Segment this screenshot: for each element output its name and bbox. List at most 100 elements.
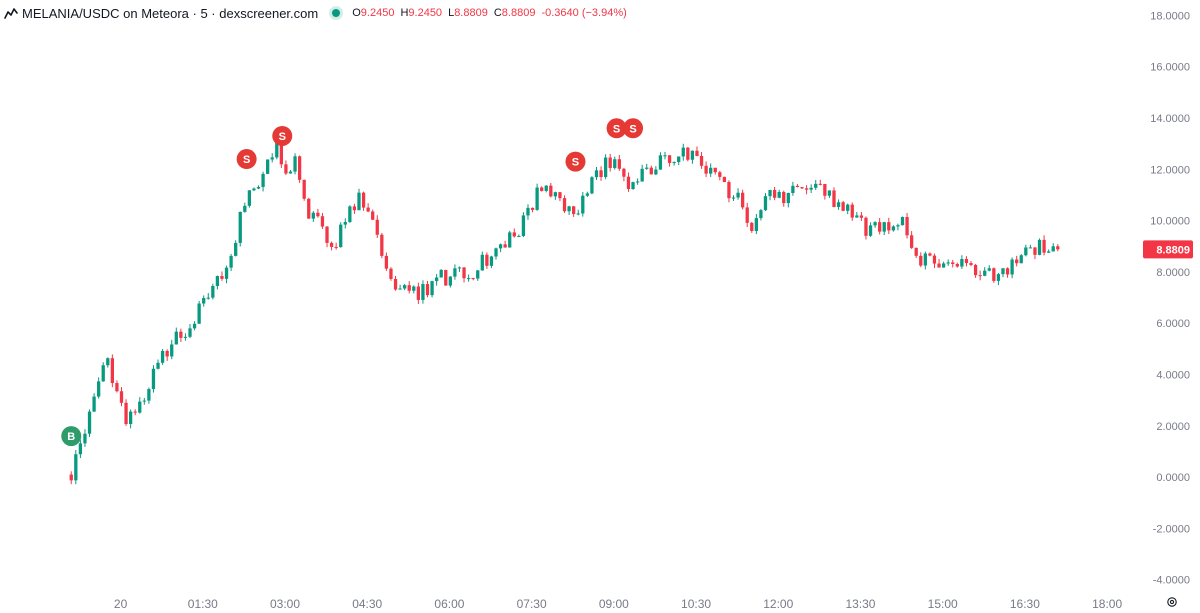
candle-body	[572, 206, 576, 214]
candle-body	[297, 156, 302, 180]
candle-body	[421, 284, 425, 300]
candle-body	[932, 255, 937, 264]
candle-body	[329, 242, 334, 247]
price-tick-label: -4.0000	[1153, 575, 1190, 587]
candle-body	[613, 159, 617, 168]
settings-gear-icon[interactable]	[1166, 596, 1178, 608]
candle-body	[307, 198, 311, 219]
candle-body	[923, 253, 927, 266]
candle-body	[211, 286, 215, 298]
candle-body	[585, 193, 589, 196]
candle-body	[896, 225, 900, 227]
candle-body	[170, 344, 174, 357]
candle-body	[608, 157, 612, 168]
candle-body	[179, 331, 183, 338]
candle-body	[357, 192, 361, 211]
marker-label: S	[629, 123, 636, 135]
candle-body	[252, 188, 256, 191]
candle-body	[485, 254, 489, 266]
candle-body	[663, 155, 667, 157]
candle-body	[741, 192, 745, 208]
candle-body	[567, 206, 571, 212]
candle-body	[503, 244, 507, 248]
candle-body	[224, 267, 229, 279]
candle-body	[247, 190, 252, 206]
chart-pane[interactable]	[0, 0, 1140, 590]
candle-body	[731, 197, 736, 199]
price-axis[interactable]: 18.0000 16.0000 14.0000 12.0000 10.0000 8.000…	[1150, 10, 1190, 586]
candle-body	[841, 202, 845, 211]
candle-body	[115, 382, 119, 392]
sell-marker[interactable]: S	[606, 118, 627, 139]
price-tick-label: 12.0000	[1150, 164, 1190, 176]
candle-body	[640, 168, 644, 182]
candle-body	[946, 262, 950, 264]
candle-body	[380, 234, 384, 256]
candle-body	[138, 401, 142, 413]
candle-body	[416, 286, 421, 300]
candle-body	[119, 391, 124, 403]
candle-body	[951, 262, 955, 265]
candle-body	[1001, 268, 1005, 275]
sell-marker[interactable]: S	[272, 125, 293, 146]
candle-body	[275, 139, 279, 158]
candle-body	[1033, 247, 1037, 255]
candle-body	[791, 185, 795, 193]
candle-body	[763, 196, 768, 211]
candle-body	[654, 169, 658, 175]
candle-body	[192, 323, 197, 329]
candle-body	[508, 232, 512, 248]
candle-body	[101, 365, 105, 382]
candle-body	[371, 211, 375, 220]
time-tick-label: 20	[114, 597, 128, 611]
candle-body	[736, 192, 740, 198]
candle-body	[718, 172, 722, 177]
candle-body	[266, 159, 270, 174]
price-tick-label: 4.0000	[1156, 370, 1190, 382]
candle-body	[955, 264, 959, 267]
candle-body	[69, 474, 73, 481]
time-axis[interactable]: 20 01:30 03:00 04:30 06:00 07:30 09:00 10:30 12:…	[114, 597, 1123, 611]
ohlc-open: O9.2450	[352, 7, 395, 19]
sell-marker[interactable]: S	[623, 118, 644, 139]
candle-body	[106, 358, 110, 366]
candle-body	[772, 189, 777, 198]
market-status-dot	[332, 9, 341, 17]
candle-body	[343, 221, 347, 225]
candle-body	[92, 396, 96, 412]
candle-body	[987, 268, 991, 271]
candle-body	[261, 173, 265, 187]
candle-body	[960, 259, 964, 267]
candle-body	[768, 189, 772, 197]
candle-body	[562, 198, 567, 212]
candle-body	[631, 182, 635, 189]
price-tick-label: 8.0000	[1156, 267, 1190, 279]
candle-body	[183, 336, 188, 338]
candle-body	[553, 192, 558, 197]
buy-marker[interactable]: B	[61, 426, 82, 447]
candle-body	[983, 270, 987, 276]
candle-body	[489, 256, 494, 266]
candle-body	[302, 179, 306, 199]
candle-body	[795, 185, 800, 188]
candle-body	[1010, 259, 1014, 275]
chart-logo-icon	[4, 8, 18, 19]
candle-body	[1056, 246, 1060, 250]
marker-label: S	[243, 154, 250, 166]
candle-body	[540, 187, 544, 191]
candle-body	[804, 188, 809, 190]
candle-body	[256, 186, 261, 189]
candle-body	[690, 150, 695, 160]
sell-marker[interactable]: S	[236, 149, 257, 170]
price-tick-label: -2.0000	[1153, 523, 1190, 535]
candle-body	[635, 181, 640, 183]
candle-body	[978, 275, 982, 277]
candle-body	[1015, 259, 1019, 264]
time-tick-label: 06:00	[434, 597, 464, 611]
price-tick-label: 2.0000	[1156, 421, 1190, 433]
candle-body	[147, 389, 151, 401]
sell-marker[interactable]: S	[565, 151, 586, 172]
candle-body	[471, 278, 475, 280]
candle-body	[973, 264, 978, 276]
